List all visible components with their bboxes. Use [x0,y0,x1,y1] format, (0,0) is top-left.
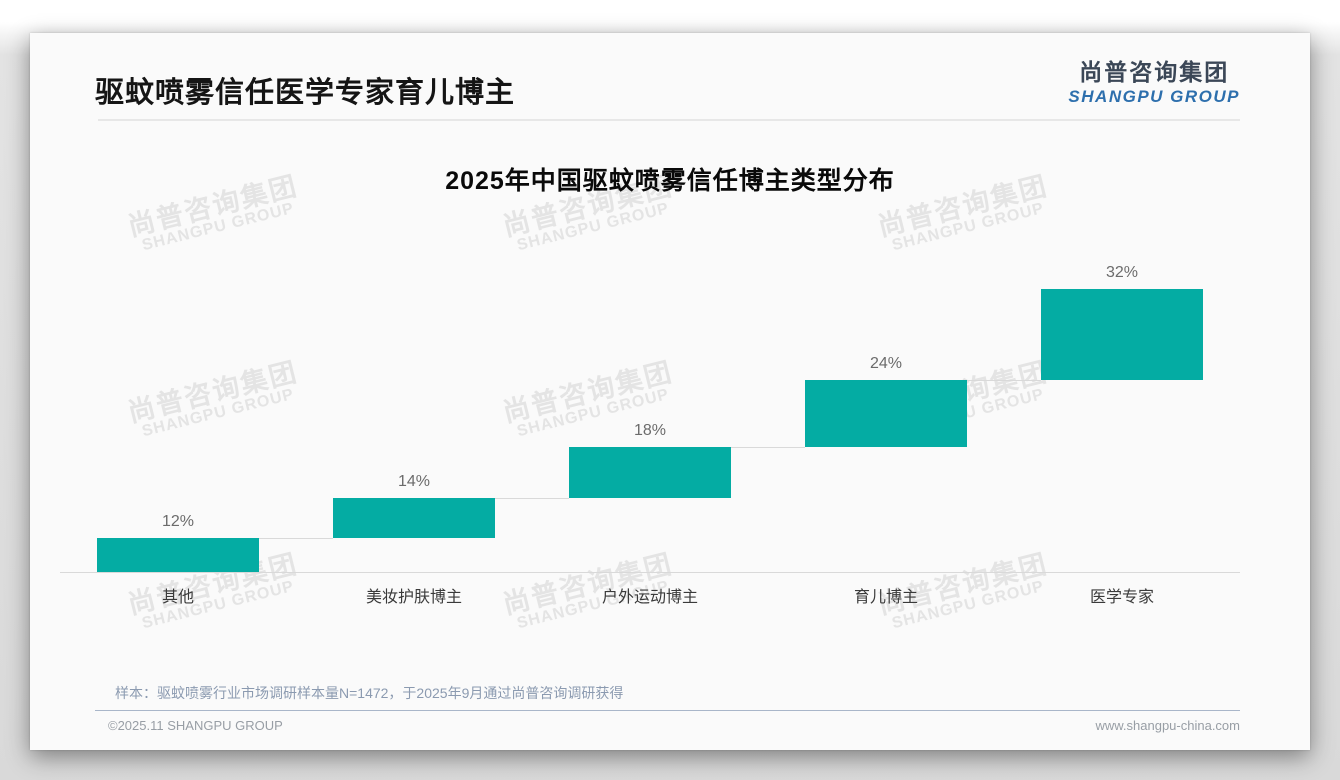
waterfall-bar [97,538,259,572]
waterfall-bar [333,498,495,539]
waterfall-chart: 12% 其他 14% 美妆护肤博主 18% 户外运动博主 24% 育儿博主 32% 医学专家 [60,173,1240,613]
bar-value-label: 24% [869,354,903,372]
footer-divider [95,710,1240,711]
connector-line [495,498,569,500]
page-title: 驱蚊喷雾信任医学专家育儿博主 [95,77,516,109]
website-text: www.shangpu-china.com [1095,718,1240,733]
header-divider [98,119,1240,121]
brand-logo-chinese: 尚普咨询集团 [1079,59,1230,85]
category-label: 美妆护肤博主 [365,589,462,606]
category-label: 育儿博主 [853,589,918,606]
bar-value-label: 32% [1105,264,1139,281]
footer: ©2025.11 SHANGPU GROUP www.shangpu-china… [108,718,1240,733]
connector-line [259,538,333,540]
waterfall-bar [805,379,967,448]
category-label: 户外运动博主 [601,589,698,606]
category-label: 其他 [161,589,194,606]
category-label: 医学专家 [1089,589,1154,606]
sample-note: 样本：驱蚊喷雾行业市场调研样本量N=1472，于2025年9月通过尚普咨询调研获… [115,685,624,701]
waterfall-bar [569,447,731,499]
bar-value-label: 18% [633,422,667,440]
copyright-text: ©2025.11 SHANGPU GROUP [108,718,283,733]
report-slide: 尚普咨询集团 SHANGPU GROUP 尚普咨询集团 SHANGPU GROUP 尚普… [30,33,1310,750]
brand-logo-english: SHANGPU GROUP [1068,87,1240,106]
x-axis-line [60,572,1240,573]
waterfall-bar [1041,289,1203,380]
bar-value-label: 12% [161,513,195,531]
chart-title: 2025年中国驱蚊喷雾信任博主类型分布 [445,167,895,195]
brand-logo: 尚普咨询集团 SHANGPU GROUP [1068,53,1240,107]
connector-line [967,379,1041,381]
connector-line [731,447,805,449]
bar-value-label: 14% [397,473,431,491]
